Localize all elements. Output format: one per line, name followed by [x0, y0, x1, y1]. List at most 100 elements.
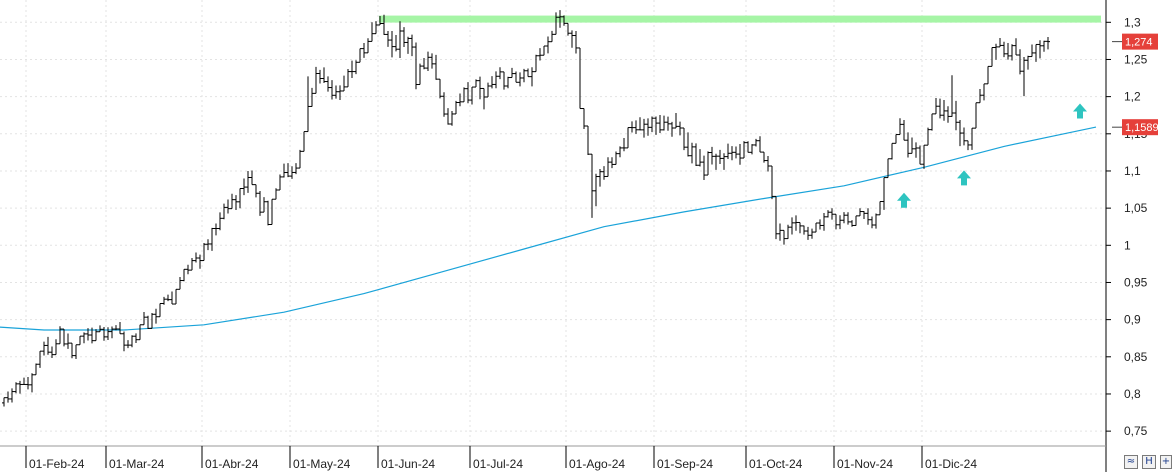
ohlc-bar — [650, 116, 654, 133]
ohlc-bar — [894, 134, 898, 144]
ohlc-bar — [190, 258, 194, 271]
save-icon[interactable]: H — [1142, 455, 1156, 469]
ohlc-bar — [354, 60, 358, 75]
ohlc-bar — [1026, 55, 1030, 70]
ohlc-bar — [234, 195, 238, 210]
ohlc-bar — [238, 188, 242, 209]
ohlc-bar — [370, 22, 374, 42]
add-button[interactable]: + — [1160, 455, 1172, 469]
ohlc-bar — [218, 212, 222, 231]
ohlc-bar — [386, 30, 390, 47]
ohlc-bar — [578, 47, 582, 110]
ohlc-bar — [1014, 38, 1018, 56]
ohlc-bar — [794, 215, 798, 231]
ohlc-bar — [362, 43, 366, 58]
ohlc-bar — [162, 296, 166, 305]
ohlc-bar — [666, 116, 670, 131]
ohlc-bar — [910, 137, 914, 154]
ohlc-bar — [1010, 44, 1014, 61]
ohlc-bar — [890, 142, 894, 160]
ohlc-bar — [646, 118, 650, 136]
ohlc-bar — [850, 220, 854, 227]
ohlc-bar — [502, 71, 506, 90]
ohlc-bar — [138, 324, 142, 341]
last-price-tag: 1,274 — [1125, 37, 1153, 49]
ohlc-bar — [1002, 41, 1006, 58]
ohlc-bar — [726, 143, 730, 159]
ohlc-bar — [634, 120, 638, 134]
ohlc-bar — [134, 333, 138, 344]
ohlc-bar — [330, 80, 334, 100]
ohlc-bar — [994, 43, 998, 60]
ohlc-bar — [898, 118, 902, 136]
ohlc-bar — [574, 30, 578, 54]
ohlc-bar — [570, 30, 574, 48]
ohlc-bar — [798, 221, 802, 234]
ohlc-bar — [6, 391, 10, 403]
ohlc-bar — [10, 388, 14, 403]
ohlc-bar — [986, 65, 990, 85]
ohlc-bar — [126, 340, 130, 349]
ohlc-bar — [430, 53, 434, 69]
ohlc-bar — [922, 144, 926, 169]
y-tick-label: 1,3 — [1124, 15, 1141, 29]
ohlc-bar — [602, 166, 606, 180]
ohlc-bar — [266, 200, 270, 226]
ohlc-bar — [746, 141, 750, 153]
ohlc-bar — [942, 99, 946, 121]
ohlc-bar — [998, 37, 1002, 48]
last-price-tag-bg — [1122, 33, 1158, 50]
ohlc-bar — [122, 331, 126, 352]
ohlc-bar — [222, 203, 226, 220]
ohlc-bar — [206, 239, 210, 251]
ohlc-bar — [130, 335, 134, 348]
ohlc-bar — [70, 342, 74, 359]
ohlc-bar — [458, 93, 462, 107]
ohlc-bar — [274, 188, 278, 200]
ohlc-bar — [982, 83, 986, 101]
ma-price-tag: 1,1589 — [1125, 122, 1159, 134]
ohlc-bars — [2, 10, 1050, 407]
ohlc-bar — [642, 118, 646, 138]
ohlc-bar — [966, 140, 970, 151]
x-tick-label: 01-May-24 — [293, 457, 351, 471]
ohlc-bar — [454, 100, 458, 115]
x-axis: 01-Feb-24 01-Mar-24 01-Abr-24 01-May-24 01-J… — [25, 446, 977, 471]
collapse-button[interactable]: ≈ — [1124, 455, 1138, 469]
ohlc-bar — [742, 141, 746, 159]
ohlc-bar — [834, 213, 838, 230]
y-tick-label: 1,25 — [1124, 52, 1148, 66]
ohlc-bar — [414, 42, 418, 90]
ohlc-bar — [418, 63, 422, 86]
ohlc-bar — [402, 27, 406, 47]
ohlc-bar — [950, 75, 954, 117]
ohlc-bar — [250, 170, 254, 186]
ohlc-bar — [586, 125, 590, 156]
ohlc-bar — [882, 177, 886, 210]
ohlc-bar — [258, 190, 262, 216]
x-tick-label: 01-Jun-24 — [381, 457, 435, 471]
ohlc-bar — [1006, 43, 1010, 60]
ohlc-bar — [818, 219, 822, 230]
ohlc-bar — [478, 76, 482, 100]
x-tick-label: 01-Sep-24 — [657, 457, 713, 471]
ohlc-bar — [774, 195, 778, 240]
ohlc-bar — [178, 276, 182, 290]
y-tick-label: 0,85 — [1124, 350, 1148, 364]
ohlc-bar — [54, 339, 58, 356]
ohlc-bar — [878, 201, 882, 216]
ohlc-bar — [174, 288, 178, 305]
ohlc-bar — [154, 308, 158, 324]
ohlc-bar — [242, 178, 246, 196]
ohlc-bar — [214, 223, 218, 236]
ohlc-bar — [522, 68, 526, 83]
ohlc-bar — [1046, 37, 1050, 50]
ohlc-bar — [754, 138, 758, 147]
ohlc-bar — [226, 199, 230, 214]
ohlc-bar — [654, 116, 658, 135]
ohlc-bar — [554, 12, 558, 35]
ohlc-bar — [498, 67, 502, 80]
ma-price-tag-bg — [1122, 119, 1158, 136]
ohlc-bar — [598, 168, 602, 187]
ohlc-bar — [566, 22, 570, 36]
